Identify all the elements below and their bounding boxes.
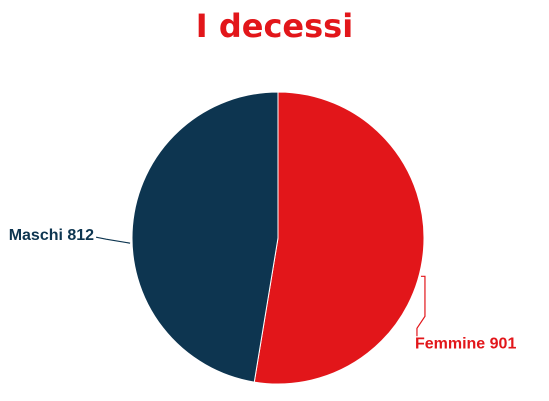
pie-slice-femmine <box>254 92 424 384</box>
leader-line-maschi <box>96 237 130 243</box>
pie-slice-maschi <box>132 92 278 382</box>
slice-label-femmine: Femmine 901 <box>415 335 516 352</box>
slice-label-maschi: Maschi 812 <box>9 227 94 244</box>
leader-line-femmine <box>417 276 425 336</box>
